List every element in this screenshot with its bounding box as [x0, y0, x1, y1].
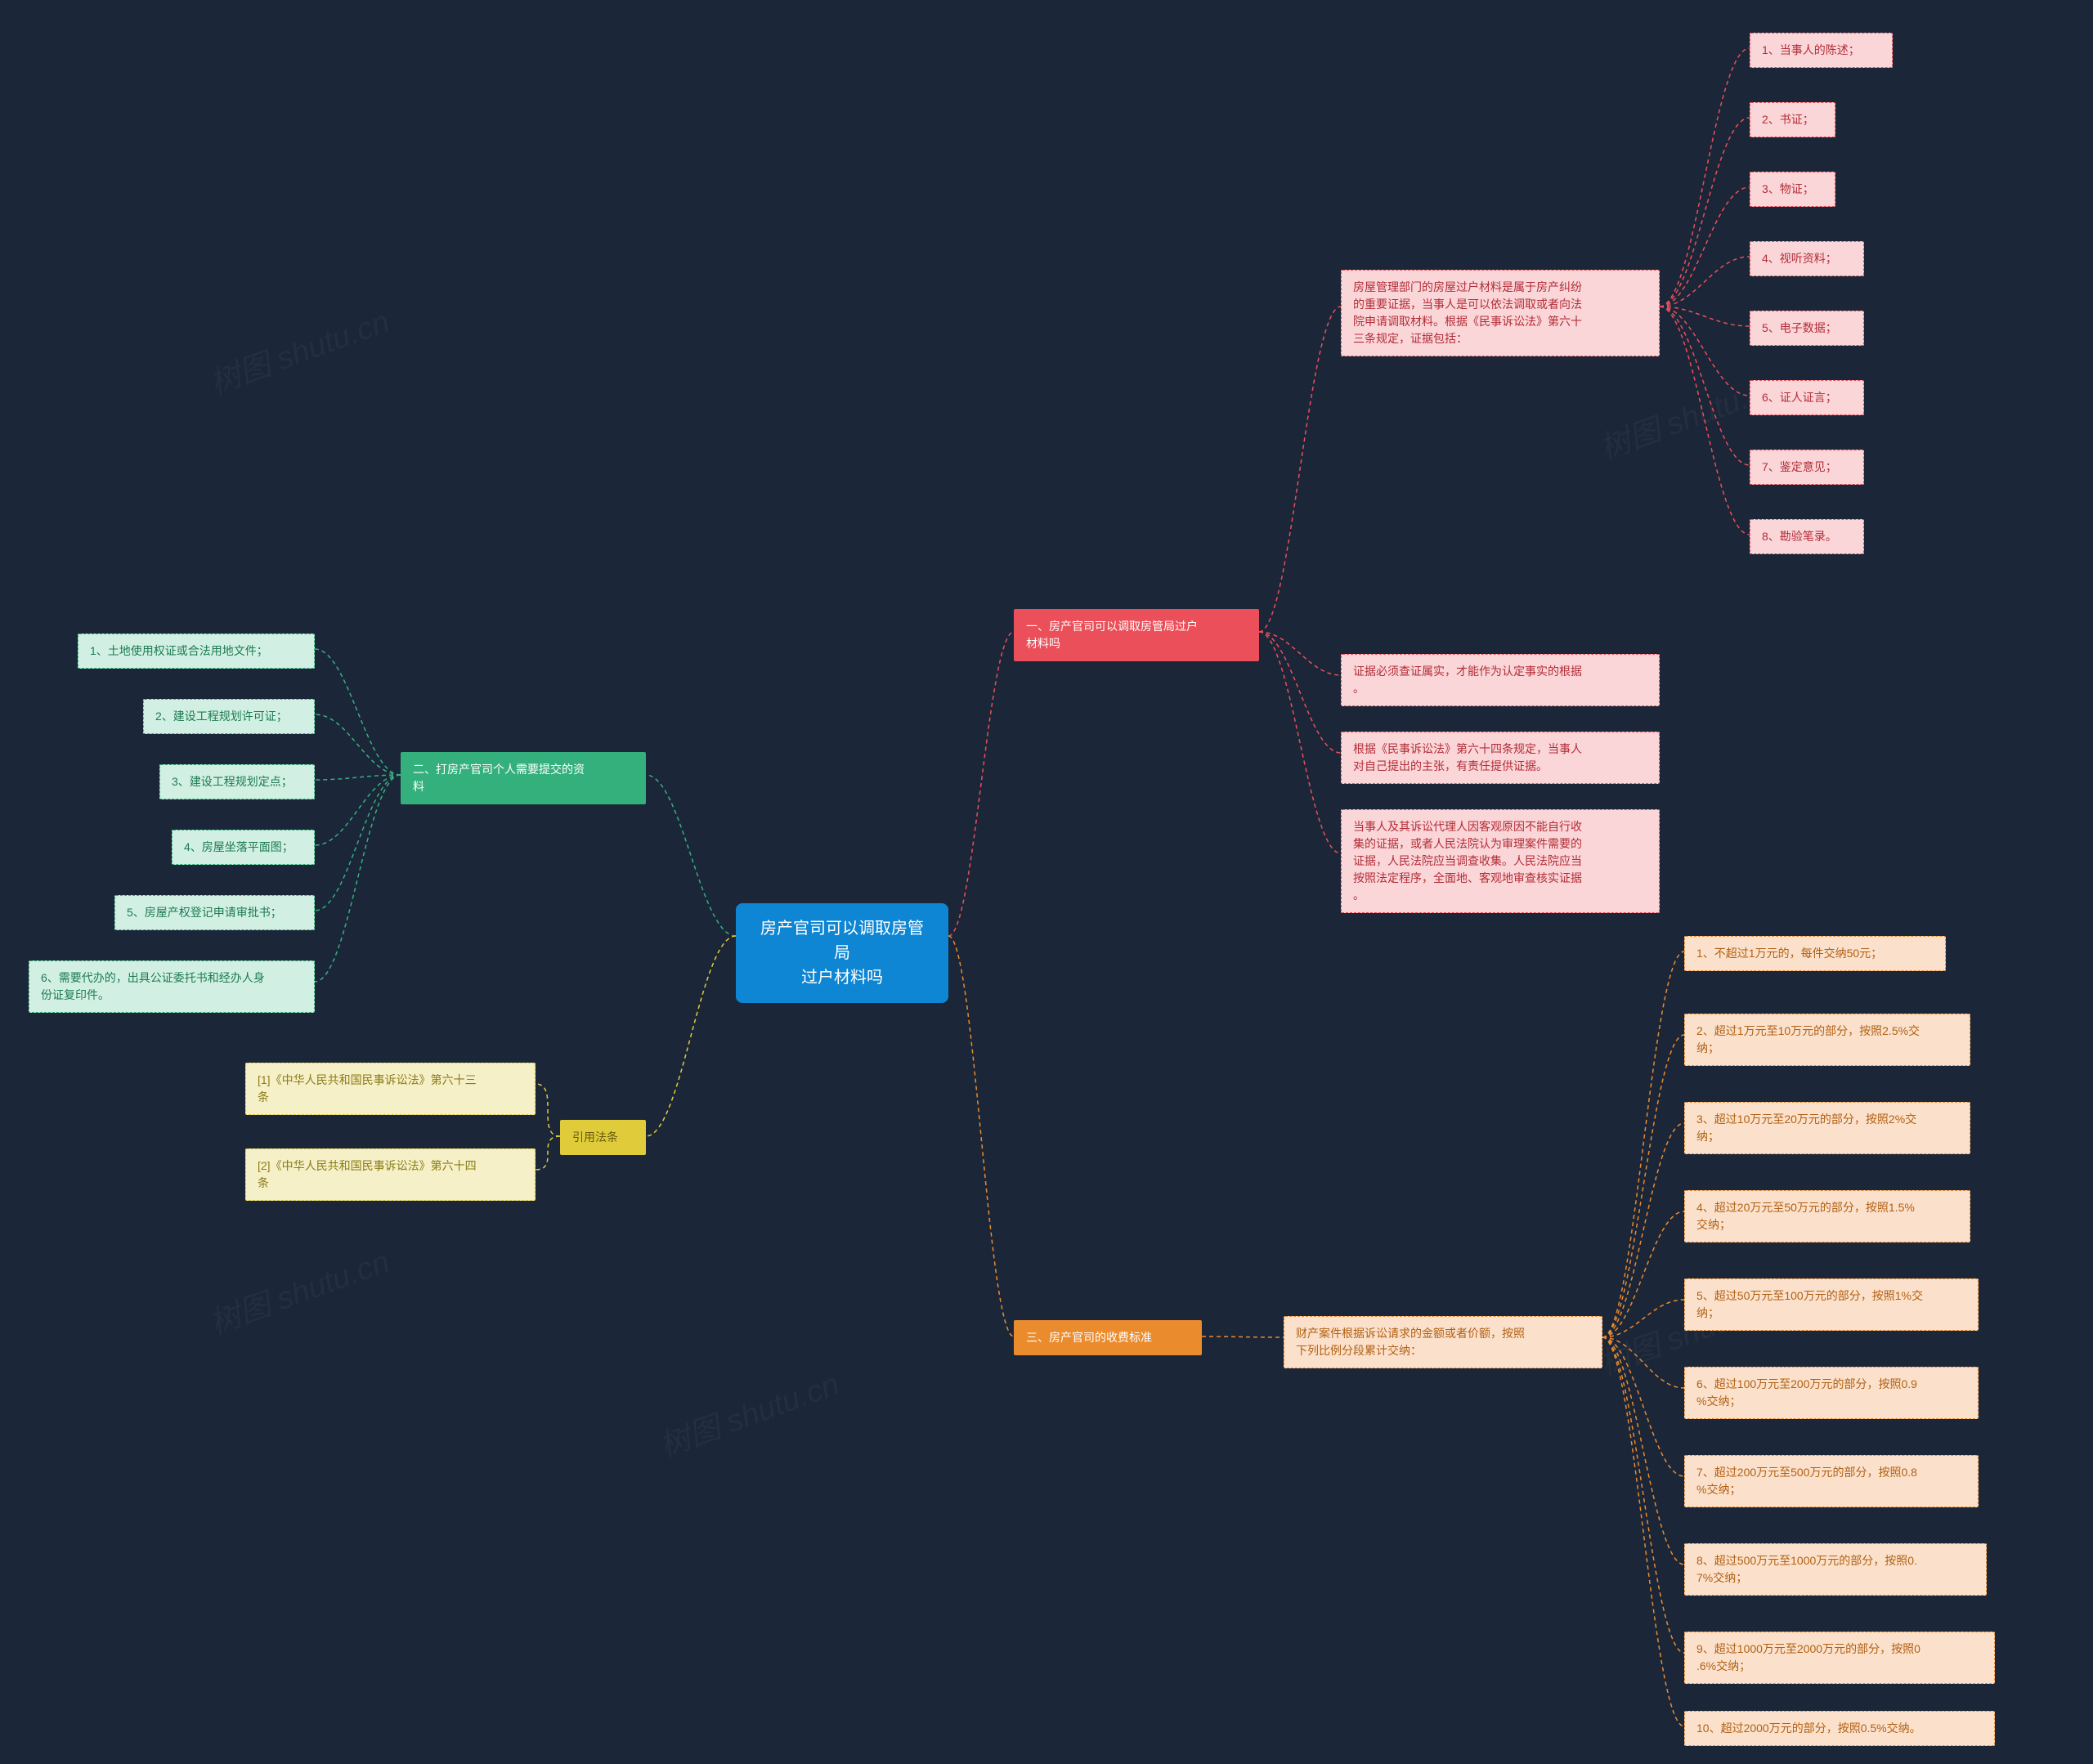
connector: [1660, 48, 1750, 307]
mindmap-node[interactable]: 当事人及其诉讼代理人因客观原因不能自行收 集的证据，或者人民法院认为审理案件需要…: [1341, 809, 1660, 913]
connector: [1602, 1123, 1684, 1337]
mindmap-node[interactable]: 3、物证；: [1750, 172, 1835, 207]
mindmap-node[interactable]: 二、打房产官司个人需要提交的资 料: [401, 752, 646, 804]
connector: [536, 1136, 560, 1170]
mindmap-node[interactable]: 4、房屋坐落平面图；: [172, 830, 315, 865]
mindmap-node[interactable]: 房屋管理部门的房屋过户材料是属于房产纠纷 的重要证据，当事人是可以依法调取或者向…: [1341, 270, 1660, 356]
mindmap-node[interactable]: 4、视听资料；: [1750, 241, 1864, 276]
connector: [536, 1084, 560, 1136]
connector: [315, 775, 401, 780]
mindmap-node[interactable]: 引用法条: [560, 1120, 646, 1155]
connector: [646, 775, 736, 936]
mindmap-node[interactable]: 1、不超过1万元的，每件交纳50元；: [1684, 936, 1946, 971]
mindmap-node[interactable]: 10、超过2000万元的部分，按照0.5%交纳。: [1684, 1711, 1995, 1746]
mindmap-node[interactable]: 6、超过100万元至200万元的部分，按照0.9 %交纳；: [1684, 1367, 1979, 1419]
mindmap-node[interactable]: 5、电子数据；: [1750, 311, 1864, 346]
mindmap-node[interactable]: 3、建设工程规划定点；: [159, 764, 315, 799]
mindmap-node[interactable]: 2、书证；: [1750, 102, 1835, 137]
connector: [1602, 1337, 1684, 1653]
mindmap-node[interactable]: 7、超过200万元至500万元的部分，按照0.8 %交纳；: [1684, 1455, 1979, 1507]
mindmap-node[interactable]: [1]《中华人民共和国民事诉讼法》第六十三 条: [245, 1063, 536, 1115]
connector: [1660, 307, 1750, 326]
mindmap-node[interactable]: 5、房屋产权登记申请审批书；: [114, 895, 315, 930]
connector: [1259, 632, 1341, 675]
mindmap-node[interactable]: 三、房产官司的收费标准: [1014, 1320, 1202, 1355]
mindmap-node[interactable]: 2、超过1万元至10万元的部分，按照2.5%交 纳；: [1684, 1014, 1970, 1066]
mindmap-node[interactable]: 8、超过500万元至1000万元的部分，按照0. 7%交纳；: [1684, 1543, 1987, 1596]
connector: [1602, 951, 1684, 1337]
root-node[interactable]: 房产官司可以调取房管局 过户材料吗: [736, 903, 948, 1003]
connector: [646, 936, 736, 1136]
connector: [1259, 632, 1341, 753]
connector: [1660, 118, 1750, 307]
connector: [948, 632, 1014, 936]
mindmap-node[interactable]: 根据《民事诉讼法》第六十四条规定，当事人 对自己提出的主张，有责任提供证据。: [1341, 732, 1660, 784]
connector: [1660, 257, 1750, 307]
connector: [1660, 307, 1750, 535]
connector: [315, 714, 401, 775]
connector: [1602, 1035, 1684, 1337]
mindmap-node[interactable]: 3、超过10万元至20万元的部分，按照2%交 纳；: [1684, 1102, 1970, 1154]
connector: [1660, 187, 1750, 307]
mindmap-node[interactable]: 9、超过1000万元至2000万元的部分，按照0 .6%交纳；: [1684, 1632, 1995, 1684]
connector: [1259, 307, 1341, 632]
connector: [1259, 632, 1341, 853]
mindmap-node[interactable]: 4、超过20万元至50万元的部分，按照1.5% 交纳；: [1684, 1190, 1970, 1242]
mindmap-node[interactable]: 1、土地使用权证或合法用地文件；: [78, 634, 315, 669]
connector: [1202, 1336, 1284, 1337]
connector: [315, 649, 401, 775]
mindmap-node[interactable]: 5、超过50万元至100万元的部分，按照1%交 纳；: [1684, 1278, 1979, 1331]
mindmap-node[interactable]: 一、房产官司可以调取房管局过户 材料吗: [1014, 609, 1259, 661]
mindmap-node[interactable]: 6、证人证言；: [1750, 380, 1864, 415]
mindmap-node[interactable]: 8、勘验笔录。: [1750, 519, 1864, 554]
mindmap-node[interactable]: 证据必须查证属实，才能作为认定事实的根据 。: [1341, 654, 1660, 706]
mindmap-node[interactable]: 财产案件根据诉讼请求的金额或者价额，按照 下列比例分段累计交纳：: [1284, 1316, 1602, 1368]
connector: [315, 775, 401, 982]
mindmap-node[interactable]: 2、建设工程规划许可证；: [143, 699, 315, 734]
connector: [948, 936, 1014, 1336]
connector: [1602, 1337, 1684, 1726]
connector: [315, 775, 401, 911]
mindmap-node[interactable]: 6、需要代办的，出具公证委托书和经办人身 份证复印件。: [29, 960, 315, 1013]
connector: [1660, 307, 1750, 465]
mindmap-node[interactable]: 1、当事人的陈述；: [1750, 33, 1893, 68]
mindmap-node[interactable]: [2]《中华人民共和国民事诉讼法》第六十四 条: [245, 1148, 536, 1201]
connector: [1660, 307, 1750, 396]
mindmap-node[interactable]: 7、鉴定意见；: [1750, 450, 1864, 485]
